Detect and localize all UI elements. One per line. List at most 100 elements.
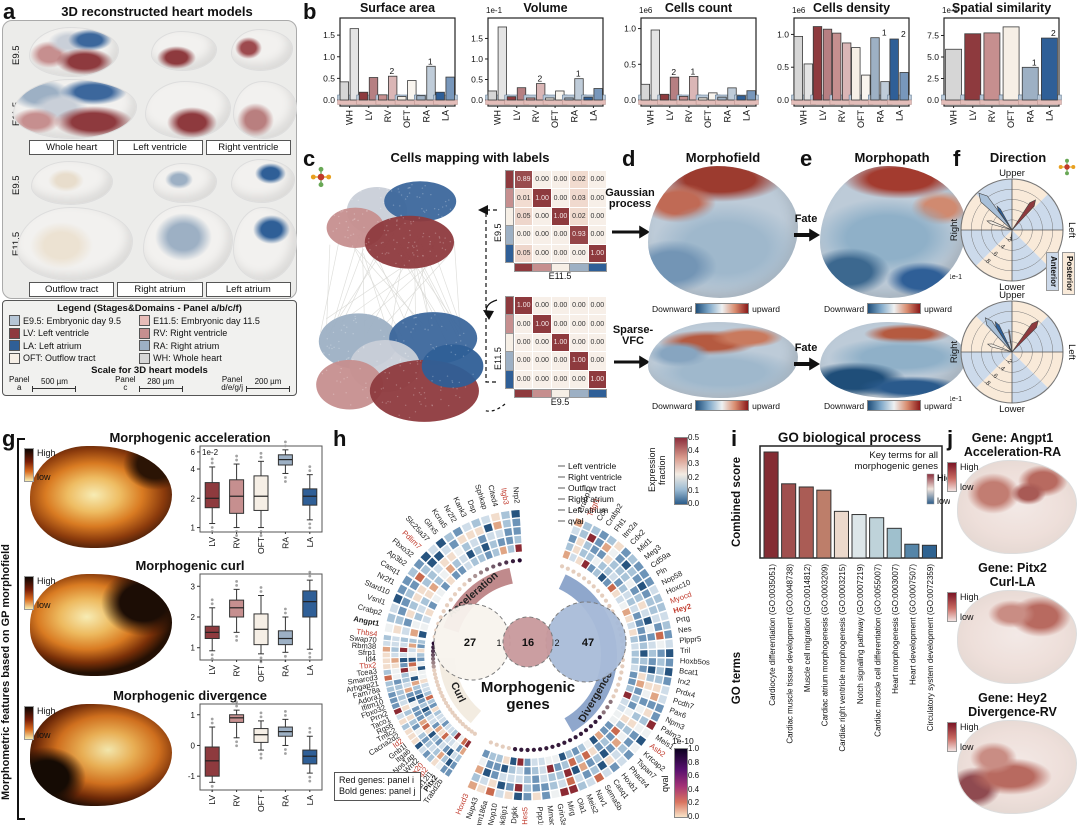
high-low-colorbar: High low xyxy=(24,706,56,740)
svg-text:Outflow tract: Outflow tract xyxy=(568,483,616,493)
svg-text:Prtg: Prtg xyxy=(675,613,691,625)
svg-text:.4: .4 xyxy=(997,242,1006,251)
morphogenic-section-title: Morphogenic acceleration xyxy=(109,430,271,445)
heart-region xyxy=(47,169,84,193)
svg-text:Nrp2: Nrp2 xyxy=(511,487,521,504)
svg-text:Left ventricle: Left ventricle xyxy=(568,461,616,471)
colorbar-gradient xyxy=(947,462,957,492)
svg-text:2: 2 xyxy=(390,66,395,76)
svg-text:Notch signaling pathway (GO:00: Notch signaling pathway (GO:0007219) xyxy=(856,564,865,704)
svg-text:0.0: 0.0 xyxy=(624,95,636,105)
heart-region xyxy=(969,741,1017,774)
svg-text:GO terms: GO terms xyxy=(731,652,743,704)
svg-text:2: 2 xyxy=(1051,28,1056,38)
colorbar-gradient xyxy=(867,303,922,314)
svg-text:2: 2 xyxy=(901,29,906,39)
heart-model xyxy=(231,29,293,71)
svg-text:1: 1 xyxy=(1032,57,1037,67)
svg-text:LV: LV xyxy=(207,537,217,547)
scale-panel-label: Panel d/e/g/j xyxy=(221,374,243,392)
svg-text:Left atrium: Left atrium xyxy=(568,505,608,515)
svg-text:0.5: 0.5 xyxy=(777,62,789,72)
legend-color-chip xyxy=(139,327,151,339)
svg-text:6: 6 xyxy=(191,448,196,457)
svg-text:OFT: OFT xyxy=(550,110,560,128)
posterior-chip: Posterior xyxy=(1062,252,1075,296)
colorbar-gradient xyxy=(947,722,957,752)
downward-upward-colorbar: Downward upward xyxy=(824,303,952,314)
legend-color-chip xyxy=(139,340,151,351)
svg-text:Cells density: Cells density xyxy=(813,1,890,15)
heart-region xyxy=(237,103,275,137)
legend-entries: E9.5: Embryonic day 9.5 E11.5: Embryonic … xyxy=(3,314,296,364)
gene-title-line1: Gene: Pitx2 xyxy=(978,561,1047,575)
panel-a-legend: Legend (Stages&Domains - Panel a/b/c/f) … xyxy=(2,300,297,396)
colorbar-gradient xyxy=(695,303,750,314)
scale-ruler xyxy=(245,386,290,393)
panel-a-models: E9.5 E11.5 E9.5 E11.5 Whole heart Left v… xyxy=(2,20,297,299)
note-red-genes: Red genes: panel i xyxy=(339,775,415,785)
heart-model xyxy=(143,205,233,281)
domain-label: Whole heart xyxy=(29,140,115,155)
svg-text:Circulatory system development: Circulatory system development (GO:00723… xyxy=(926,564,935,732)
matrix-cell: 0.00 xyxy=(587,332,607,353)
colorbar-high-label: High xyxy=(960,722,979,732)
heart-region xyxy=(55,48,114,75)
svg-text:1e-2: 1e-2 xyxy=(202,448,219,457)
legend-entry: RA: Right atrium xyxy=(139,340,292,351)
svg-text:OFT: OFT xyxy=(256,537,266,554)
svg-text:Morphogenic: Morphogenic xyxy=(481,679,575,696)
gene-title-line1: Gene: Hey2 xyxy=(978,691,1047,705)
svg-text:1.0: 1.0 xyxy=(624,24,636,34)
svg-text:LV: LV xyxy=(818,110,828,120)
heart-region xyxy=(14,107,61,134)
colorbar-tick: 0.0 xyxy=(688,499,700,508)
svg-text:OFT: OFT xyxy=(703,110,713,128)
heart-region xyxy=(157,46,196,70)
svg-text:Plppr5: Plppr5 xyxy=(679,634,702,645)
svg-text:WH: WH xyxy=(799,110,809,125)
downward-upward-colorbar: Downward upward xyxy=(652,303,780,314)
svg-text:Thbs4: Thbs4 xyxy=(356,627,378,639)
svg-text:Left: Left xyxy=(1066,344,1077,360)
morphogenic-section-title: Morphogenic divergence xyxy=(113,688,267,703)
high-low-colorbar: High low xyxy=(24,576,56,610)
downward-upward-colorbar: Downward upward xyxy=(652,400,780,411)
colorbar-right-label: upward xyxy=(752,400,781,411)
heart-model xyxy=(957,460,1077,554)
svg-text:OFT: OFT xyxy=(256,665,266,682)
svg-text:RV: RV xyxy=(837,110,847,122)
svg-text:.8: .8 xyxy=(983,378,992,387)
qval-exponent: 1e-10 xyxy=(672,736,694,746)
colorbar-right-label: upward xyxy=(924,400,953,411)
legend-entry-label: E11.5: Embryonic day 11.5 xyxy=(153,315,260,326)
heart-model xyxy=(30,704,172,806)
svg-text:4: 4 xyxy=(191,465,196,474)
svg-text:RA: RA xyxy=(280,665,290,677)
heart-model xyxy=(233,81,297,139)
heart-model xyxy=(957,590,1077,684)
svg-text:Right atrium: Right atrium xyxy=(568,494,614,504)
svg-text:RA: RA xyxy=(1025,110,1035,123)
heart-region xyxy=(235,37,263,59)
colorbar-tick: 0.1 xyxy=(688,485,700,495)
legend-entry: E9.5: Embryonic day 9.5 xyxy=(9,315,139,326)
svg-text:Volume: Volume xyxy=(523,1,567,15)
svg-text:1e6: 1e6 xyxy=(792,6,806,15)
heart-model xyxy=(145,81,231,139)
panel-g-label: g xyxy=(2,426,16,451)
legend-entry: LA: Left atrium xyxy=(9,340,139,351)
svg-text:Muscle cell migration (GO:0014: Muscle cell migration (GO:0014812) xyxy=(803,564,812,692)
heart-region xyxy=(648,341,710,367)
scale-ruler xyxy=(32,386,77,393)
svg-text:LV: LV xyxy=(968,110,978,120)
svg-text:Cardiac muscle cell differenti: Cardiac muscle cell differentiation (GO:… xyxy=(873,564,882,737)
qval-colorbar xyxy=(674,748,688,818)
scale-value: 500 µm xyxy=(32,377,77,393)
svg-text:RA: RA xyxy=(569,110,579,123)
svg-text:0.0: 0.0 xyxy=(927,95,939,105)
anterior-chip: Anterior xyxy=(1046,252,1059,292)
svg-text:Right: Right xyxy=(950,341,960,364)
heart-model xyxy=(233,207,297,281)
svg-text:RA: RA xyxy=(421,110,431,123)
